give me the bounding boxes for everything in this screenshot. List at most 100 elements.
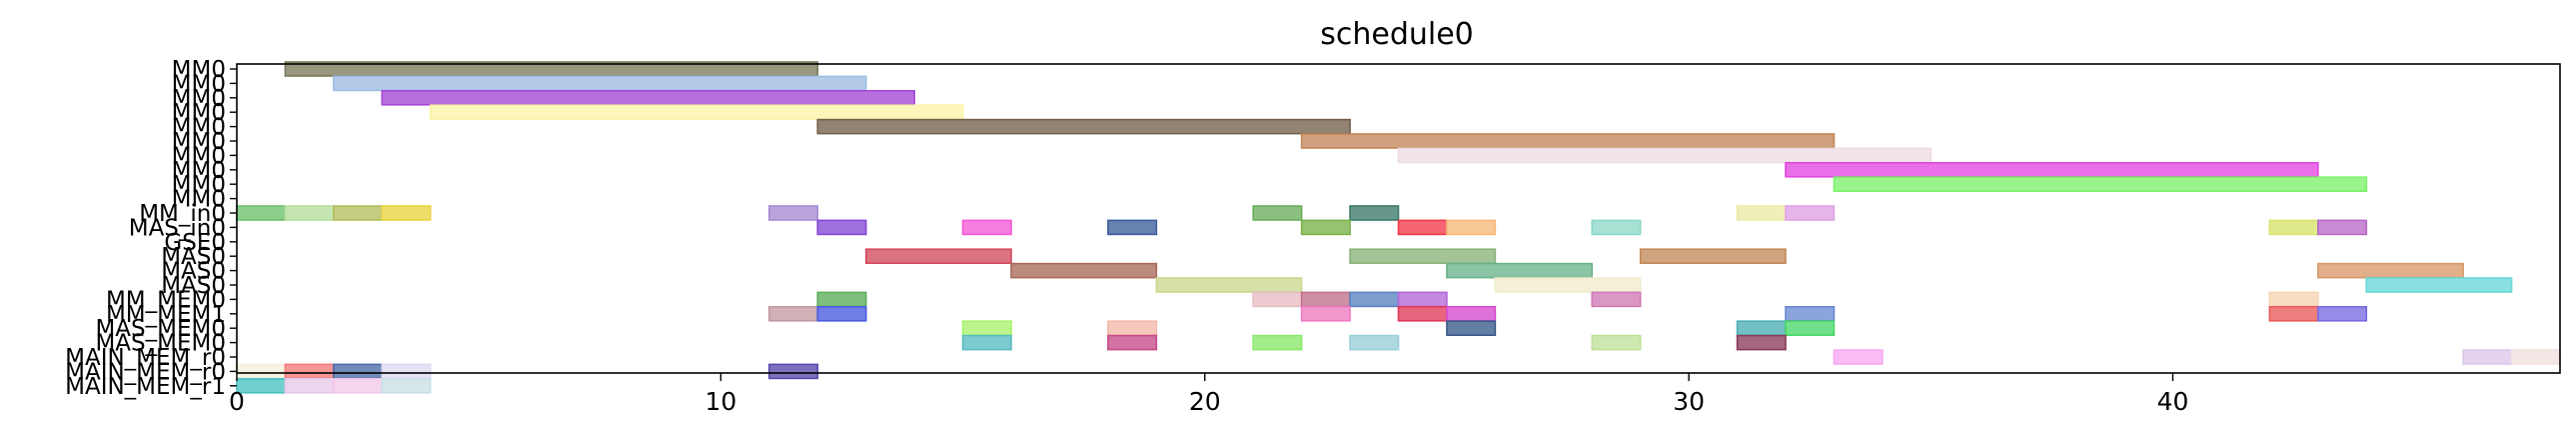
task-bar [333,377,384,394]
task-bar [768,205,819,221]
task-bar [381,363,432,380]
y-tick-label: MM_in0 [139,201,226,227]
task-bar [2462,349,2513,365]
y-tick-label: MM0 [172,172,226,198]
task-bar [961,320,1012,337]
x-tick-label: 30 [1673,387,1705,416]
y-tick-label: MAS0 [161,244,226,270]
task-bar [284,205,335,221]
y-tick-label: MM0 [172,115,226,141]
y-tick-label: MAIN_MEM_r1 [65,374,226,400]
task-bar [1591,291,1642,308]
task-bar [1736,334,1787,351]
task-bar [961,219,1012,236]
task-bar [768,305,819,322]
y-tick-label: MAS_MEM0 [95,316,226,342]
task-bar [1446,219,1497,236]
y-tick-label: MM0 [172,71,226,97]
task-bar [2365,277,2513,293]
y-tick-label: MM0 [172,57,226,83]
task-bar [2317,219,2368,236]
x-tick-label: 20 [1189,387,1221,416]
task-bar [961,334,1012,351]
task-bar [1397,291,1448,308]
task-bar [1736,205,1787,221]
y-tick-label: MAIN_MEM_r0 [65,359,226,385]
task-bar [1446,320,1497,337]
task-bar [1252,334,1303,351]
task-bar [1397,305,1448,322]
task-bar [284,363,335,380]
task-bar [1397,147,1932,164]
chart-title: schedule0 [1320,17,1474,52]
task-bar [333,363,384,380]
task-bar [429,104,964,120]
task-bar [1736,320,1787,337]
task-bar [333,205,384,221]
task-bar [381,90,915,106]
task-bar [816,305,867,322]
task-bar [864,248,1012,264]
task-bar [1494,277,1642,293]
y-tick-label: MAS_in0 [129,215,226,241]
task-bar [1785,305,1836,322]
task-bar [1591,219,1642,236]
task-bar [1252,205,1303,221]
y-tick-label: MM0 [172,187,226,213]
task-bar [1833,349,1884,365]
task-bar [2317,262,2464,279]
task-bar [1785,320,1836,337]
task-bar [236,363,287,380]
y-tick-label: MAIN_MEM_r0 [65,345,226,371]
x-tick-label: 0 [229,387,245,416]
task-bar [2268,291,2319,308]
x-tick-label: 40 [2157,387,2189,416]
task-bar [1010,262,1158,279]
task-bar [1397,219,1448,236]
task-bar [1349,334,1400,351]
task-bar [381,377,432,394]
plot-frame [236,63,2561,374]
task-bar [1833,176,2368,192]
task-bar [1349,205,1400,221]
y-tick-label: MM_MEM1 [106,302,226,328]
y-tick-label: GSE0 [164,230,226,256]
task-bars [236,61,2561,394]
y-tick-label: MAS0 [161,259,226,285]
y-tick-label: MAS_MEM0 [95,331,226,357]
task-bar [816,118,1351,135]
task-bar [1446,262,1594,279]
task-bar [2268,219,2319,236]
task-bar [1349,248,1497,264]
task-bar [381,205,432,221]
task-bar [236,205,287,221]
y-tick-label: MM0 [172,158,226,184]
task-bar [2317,305,2368,322]
task-bar [1155,277,1303,293]
y-tick-label: MM_MEM0 [106,287,226,313]
x-tick-label: 10 [704,387,736,416]
y-tick-label: MM0 [172,129,226,155]
y-tick-label: MM0 [172,100,226,126]
task-bar [2510,349,2561,365]
task-bar [816,219,867,236]
task-bar [2268,305,2319,322]
task-bar [816,291,867,308]
task-bar [768,363,819,380]
task-bar [1785,162,2319,178]
task-bar [1446,305,1497,322]
task-bar [1591,334,1642,351]
task-bar [1300,291,1351,308]
task-bar [1300,219,1351,236]
task-bar [1349,291,1400,308]
task-bar [1639,248,1787,264]
y-tick-label: MAS0 [161,273,226,299]
task-bar [1300,133,1836,149]
task-bar [1107,219,1158,236]
x-axis: 0 10 20 30 40 [229,373,2188,416]
task-bar [284,377,335,394]
task-bar [1300,305,1351,322]
task-bar [1785,205,1836,221]
task-bar [1107,320,1158,337]
